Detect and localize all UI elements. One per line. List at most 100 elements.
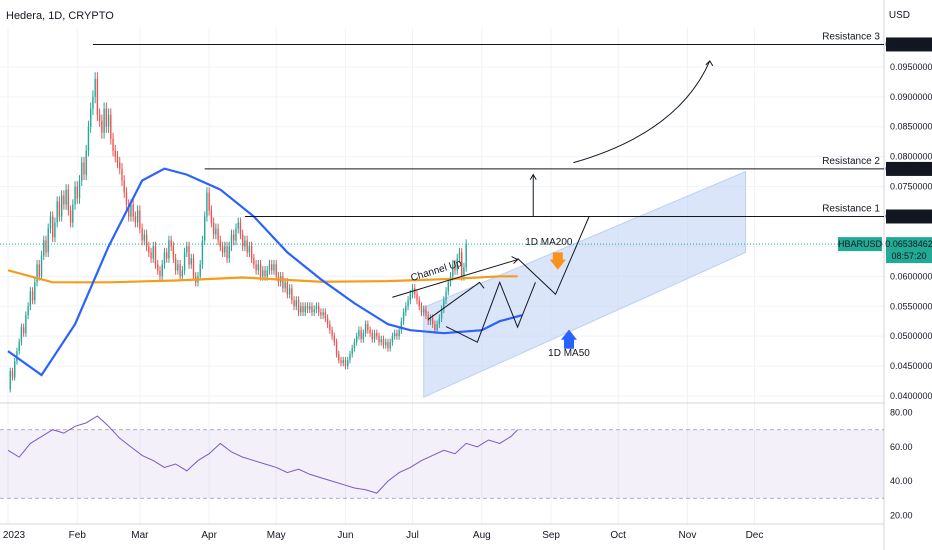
candle-body [190, 258, 192, 265]
candle-body [452, 264, 454, 277]
candle-body [154, 246, 157, 265]
candle-body [262, 270, 264, 277]
candle-body [369, 330, 371, 334]
candle-body [286, 282, 289, 295]
candle-body [326, 318, 329, 325]
price-label-box [886, 37, 932, 52]
candle-body [331, 330, 333, 337]
candle-body [456, 258, 458, 271]
candle-body [235, 228, 237, 241]
symbol-badge-label: HBARUSD [838, 239, 883, 249]
candle-body [396, 333, 398, 337]
x-tick-label: Dec [746, 530, 764, 541]
candle-body [378, 336, 380, 343]
rsi-line [7, 415, 518, 494]
candle-body [416, 294, 418, 301]
candle-body [65, 189, 67, 205]
candle-body [9, 370, 11, 390]
candle-body [192, 258, 195, 277]
ma50-line [7, 167, 523, 377]
candle-body [347, 360, 349, 367]
candle-body [105, 108, 108, 127]
candle-body [344, 360, 347, 367]
candle-body [45, 240, 47, 253]
candle-body [371, 333, 374, 340]
candle-body [239, 222, 242, 235]
channel-up-band [423, 170, 747, 398]
candle-body [465, 244, 467, 268]
candle-body [438, 318, 441, 325]
candle-body [398, 330, 400, 337]
candle-body [145, 234, 148, 247]
candle-body [445, 291, 447, 301]
candle-body [34, 282, 36, 301]
candle-body [94, 78, 96, 97]
channel-arrow-line [392, 259, 518, 298]
x-tick-label: May [267, 530, 286, 541]
candle-body [224, 246, 226, 253]
candle-body [38, 264, 40, 277]
resistance-price-label: 0.07795000 [885, 164, 932, 174]
candle-body [83, 162, 85, 175]
candle-body [136, 210, 139, 223]
candle-body [271, 264, 273, 271]
candle-body [233, 234, 235, 241]
price-label-box [886, 209, 932, 224]
rsi-tick-label: 20.00 [890, 510, 913, 520]
rsi-tick-label: 40.00 [890, 476, 913, 486]
x-tick-label: 2023 [3, 530, 26, 541]
symbol-badge [838, 237, 882, 252]
candle-body [177, 264, 179, 271]
candle-body [116, 156, 119, 163]
candle-body [170, 240, 172, 247]
resistance-label: Resistance 1 [822, 203, 880, 214]
candle-body [25, 315, 27, 334]
candle-body [402, 312, 405, 322]
candle-body [22, 327, 25, 334]
resistance-label: Resistance 3 [822, 31, 880, 42]
candle-body [72, 204, 74, 223]
candle-body [302, 306, 304, 313]
x-tick-label: Oct [610, 530, 626, 541]
candle-body [297, 300, 300, 313]
candle-body [85, 150, 87, 175]
candle-body [98, 114, 101, 121]
candle-body [393, 333, 396, 337]
channel-arrowhead [511, 256, 519, 264]
candle-body [114, 150, 116, 157]
candle-body [49, 216, 52, 229]
candle-body [179, 264, 181, 277]
candle-body [29, 291, 32, 307]
candle-body [338, 354, 340, 361]
candle-body [255, 264, 257, 271]
x-tick-label: Jul [406, 530, 419, 541]
candle-body [259, 264, 262, 277]
candle-body [134, 216, 137, 223]
candle-body [248, 246, 251, 253]
candle-body [253, 258, 255, 265]
candle-body [43, 240, 45, 256]
candle-body [221, 246, 224, 253]
candle-body [440, 309, 443, 319]
candle-body [447, 282, 449, 292]
candle-body [250, 246, 253, 259]
candle-body [389, 342, 391, 349]
candle-body [60, 195, 63, 217]
candle-body [315, 306, 318, 310]
candle-body [76, 186, 78, 199]
candle-body [335, 342, 338, 355]
candle-body [309, 306, 311, 310]
candle-body [125, 192, 128, 205]
candle-body [434, 324, 436, 331]
candle-body [18, 342, 20, 352]
candle-body [295, 300, 298, 307]
candle-body [458, 252, 461, 259]
candle-body [56, 201, 58, 223]
candle-countdown: 08:57:20 [891, 251, 926, 261]
